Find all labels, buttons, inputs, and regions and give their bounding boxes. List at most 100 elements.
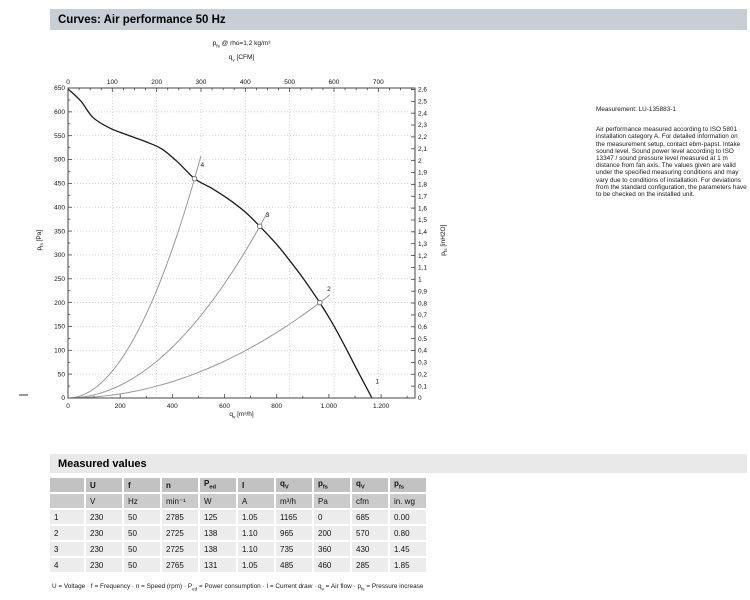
- right-tick-label: 2,3: [418, 122, 427, 129]
- value-cell: 430: [352, 542, 388, 556]
- value-cell: 2765: [162, 558, 198, 572]
- right-tick-label: 0,9: [418, 288, 427, 295]
- unit-cell: [50, 494, 84, 508]
- left-tick-label: 500: [54, 157, 65, 164]
- value-cell: 50: [124, 510, 160, 524]
- operating-point-label-1: 1: [375, 379, 379, 386]
- top-tick-label: 300: [196, 79, 207, 86]
- gridlines: [68, 88, 415, 398]
- top-tick-label: 600: [329, 79, 340, 86]
- left-tick-label: 150: [54, 324, 65, 331]
- right-tick-label: 0,1: [418, 383, 427, 390]
- top-tick-label: 200: [151, 79, 162, 86]
- unit-cell: in. wg: [390, 494, 426, 508]
- right-tick-label: 2,1: [418, 146, 427, 153]
- measurement-notes: Measurement: LU-135883-1 Air performance…: [596, 106, 747, 198]
- table-row: 1 230 50 2785 125 1.05 1165 0 685 0.00: [50, 510, 426, 524]
- value-cell: 230: [86, 558, 122, 572]
- left-tick-label: 250: [54, 276, 65, 283]
- table-row: 4 230 50 2765 131 1.05 485 460 285 1.85: [50, 558, 426, 572]
- measured-values-title: Measured values: [58, 457, 147, 470]
- left-tick-label: 450: [54, 181, 65, 188]
- value-cell: 138: [200, 526, 236, 540]
- left-tick-label: 50: [58, 371, 66, 378]
- right-tick-label: 1,1: [418, 265, 427, 272]
- operating-point-label-4: 4: [201, 162, 205, 169]
- value-cell: 50: [124, 526, 160, 540]
- value-cell: 460: [314, 558, 350, 572]
- left-tick-label: 650: [54, 85, 65, 92]
- column-header: n: [162, 478, 198, 492]
- measurement-id: Measurement: LU-135883-1: [596, 106, 676, 113]
- table-footnote: U = Voltage · f = Frequency · n = Speed …: [52, 583, 424, 592]
- operating-point-marker-2: [316, 299, 323, 306]
- top-tick-label: 500: [284, 79, 295, 86]
- value-cell: 685: [352, 510, 388, 524]
- value-cell: 125: [200, 510, 236, 524]
- column-header: qV: [352, 478, 388, 492]
- top-tick-label: 100: [107, 79, 118, 86]
- right-tick-label: 2,2: [418, 134, 427, 141]
- column-header: Ped: [200, 478, 236, 492]
- right-tick-label: 0,5: [418, 336, 427, 343]
- column-header: U: [86, 478, 122, 492]
- right-tick-label: 2,5: [418, 99, 427, 106]
- right-tick-label: 1: [418, 277, 422, 284]
- right-tick-label: 1,2: [418, 253, 427, 260]
- right-tick-label: 2: [418, 158, 422, 165]
- right-tick-label: 0,6: [418, 324, 427, 331]
- right-tick-label: 1,3: [418, 241, 427, 248]
- value-cell: 2725: [162, 526, 198, 540]
- unit-cell: Hz: [124, 494, 160, 508]
- unit-cell: cfm: [352, 494, 388, 508]
- value-cell: 735: [276, 542, 312, 556]
- value-cell: 230: [86, 510, 122, 524]
- value-cell: 360: [314, 542, 350, 556]
- left-tick-label: 200: [54, 300, 65, 307]
- unit-cell: W: [200, 494, 236, 508]
- measurement-disclaimer: Air performance measured according to IS…: [596, 126, 747, 199]
- value-cell: 1.45: [390, 542, 426, 556]
- column-header: I: [238, 478, 274, 492]
- value-cell: 1.05: [238, 558, 274, 572]
- right-tick-label: 0,4: [418, 348, 427, 355]
- right-tick-label: 1,6: [418, 205, 427, 212]
- unit-cell: min⁻¹: [162, 494, 198, 508]
- bottom-tick-label: 1.000: [321, 403, 338, 410]
- axis-ticks: [67, 87, 415, 399]
- right-tick-label: 0,7: [418, 312, 427, 319]
- bottom-tick-label: 800: [271, 403, 282, 410]
- value-cell: 1.05: [238, 510, 274, 524]
- left-tick-label: 400: [54, 204, 65, 211]
- column-header: qV: [276, 478, 312, 492]
- column-header: f: [124, 478, 160, 492]
- right-tick-label: 0,2: [418, 371, 427, 378]
- row-number-cell: 4: [50, 558, 84, 572]
- row-number-cell: 2: [50, 526, 84, 540]
- value-cell: 230: [86, 542, 122, 556]
- table-row: 3 230 50 2725 138 1.10 735 360 430 1.45: [50, 542, 426, 556]
- unit-cell: V: [86, 494, 122, 508]
- operating-point-label-2: 2: [327, 286, 331, 293]
- x-axis-top-label: qv [CFM]: [228, 54, 255, 63]
- right-tick-label: 1,7: [418, 193, 427, 200]
- top-tick-label: 400: [240, 79, 251, 86]
- section-header-curves: Curves: Air performance 50 Hz: [50, 9, 747, 30]
- value-cell: 570: [352, 526, 388, 540]
- bottom-tick-label: 1.200: [373, 403, 390, 410]
- unit-cell: m³/h: [276, 494, 312, 508]
- operating-point-marker-4: [191, 175, 198, 182]
- value-cell: 50: [124, 542, 160, 556]
- left-tick-label: 350: [54, 228, 65, 235]
- left-tick-label: 550: [54, 133, 65, 140]
- right-tick-label: 1,9: [418, 170, 427, 177]
- right-tick-label: 1,5: [418, 217, 427, 224]
- system-curve-4: [67, 155, 202, 399]
- value-cell: 0.80: [390, 526, 426, 540]
